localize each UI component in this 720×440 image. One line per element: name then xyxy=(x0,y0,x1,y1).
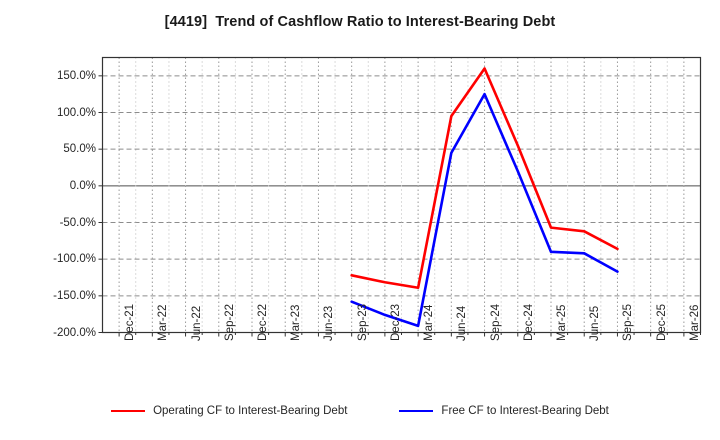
y-tick-label: -50.0% xyxy=(59,216,96,229)
plot-frame xyxy=(101,56,702,334)
series-line-0 xyxy=(350,67,619,290)
legend-label: Free CF to Interest-Bearing Debt xyxy=(441,405,609,417)
legend-color-swatch xyxy=(399,410,434,412)
x-tick-label: Dec-25 xyxy=(655,303,668,341)
x-tick-label: Dec-23 xyxy=(389,303,402,341)
chart-legend: Operating CF to Interest-Bearing Debt Fre… xyxy=(0,405,720,417)
x-tick-label: Jun-23 xyxy=(323,305,336,341)
x-tick-label: Mar-24 xyxy=(423,304,436,341)
x-tick-label: Jun-24 xyxy=(456,305,469,341)
y-tick-label: -150.0% xyxy=(53,289,96,302)
x-tick-label: Mar-23 xyxy=(290,304,303,341)
x-tick-label: Sep-24 xyxy=(489,303,502,341)
y-tick-label: 100.0% xyxy=(56,106,96,119)
axis-ticks xyxy=(98,75,701,337)
legend-label: Operating CF to Interest-Bearing Debt xyxy=(153,405,348,417)
x-tick-label: Mar-22 xyxy=(157,304,170,341)
y-tick-label: 150.0% xyxy=(56,69,96,82)
y-tick-label: 0.0% xyxy=(69,179,96,192)
x-tick-label: Dec-22 xyxy=(257,303,269,341)
gridlines xyxy=(102,57,701,333)
x-tick-label: Dec-21 xyxy=(124,303,137,341)
y-tick-label: -200.0% xyxy=(53,326,96,339)
x-tick-label: Jun-22 xyxy=(190,305,203,341)
legend-item[interactable]: Operating CF to Interest-Bearing Debt xyxy=(111,405,347,417)
y-tick-label: 50.0% xyxy=(63,143,96,156)
series-line-1 xyxy=(350,92,619,328)
legend-color-swatch xyxy=(111,410,146,412)
x-tick-label: Jun-25 xyxy=(589,305,602,341)
x-tick-label: Mar-25 xyxy=(556,304,568,341)
x-tick-label: Sep-25 xyxy=(622,303,635,341)
x-tick-label: Dec-24 xyxy=(522,303,535,341)
x-tick-label: Sep-22 xyxy=(223,303,236,341)
legend-item[interactable]: Free CF to Interest-Bearing Debt xyxy=(399,405,609,417)
x-tick-label: Mar-26 xyxy=(688,304,701,341)
x-tick-label: Sep-23 xyxy=(356,303,369,341)
y-tick-label: -100.0% xyxy=(53,253,96,266)
chart-title: [4419] Trend of Cashflow Ratio to Intere… xyxy=(164,14,556,30)
data-series xyxy=(350,67,619,328)
